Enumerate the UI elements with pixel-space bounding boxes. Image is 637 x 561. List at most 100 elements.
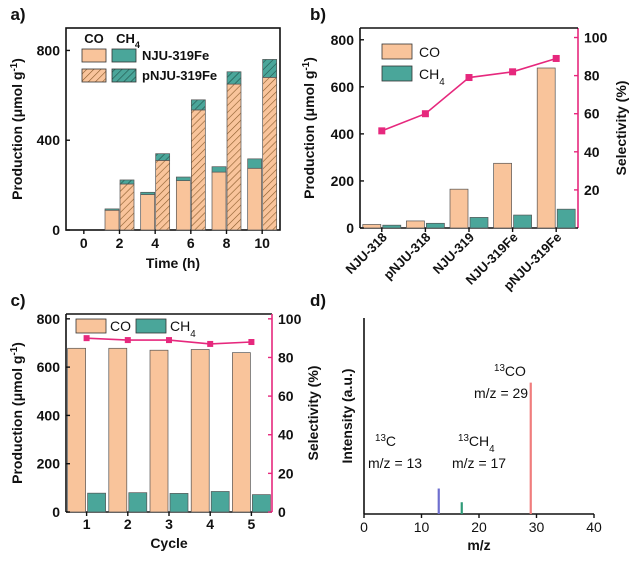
panel-a-bar-ch4-pnju319fe	[155, 153, 171, 161]
panel-d-peak-label-bottom: m/z = 29	[474, 385, 528, 401]
panel-c-y2tick-label: 100	[278, 311, 302, 327]
panel-b-legend-label-co: CO	[419, 44, 440, 60]
panel-b-selectivity-point	[465, 74, 473, 82]
panel-c-xtick-label: 5	[248, 516, 256, 532]
panel-c-ytick-label: 400	[37, 407, 61, 423]
panel-b-bar-ch4	[382, 224, 402, 229]
panel-d-ylabel: Intensity (a.u.)	[339, 369, 355, 464]
panel-a-bar-co-nju319fe	[104, 209, 120, 231]
panel-a-xtick-label: 4	[151, 235, 159, 251]
panel-c-xtick-label: 1	[83, 516, 91, 532]
panel-c-ytick-label: 600	[37, 359, 61, 375]
panel-a-ylabel: Production (μmol g-1)	[9, 58, 26, 200]
panel-b-legend-swatch-ch4	[381, 65, 413, 82]
panel-c-y2tick-label: 80	[278, 349, 294, 365]
panel-d-label: d)	[310, 291, 326, 310]
panel-c-bar-co	[108, 347, 128, 513]
panel-a-bar-ch4-pnju319fe	[190, 99, 206, 111]
panel-b-bar-ch4	[513, 214, 532, 229]
panel-b-bar-co	[536, 67, 556, 229]
panel-b-bar-ch4	[556, 208, 576, 229]
panel-c-bar-ch4	[252, 494, 271, 513]
panel-b-bar-ch4	[426, 222, 445, 229]
panel-a-bar-co-pnju319fe	[155, 160, 171, 231]
panel-b-label: b)	[310, 5, 326, 24]
panel-c-selectivity-point	[83, 335, 90, 342]
panel-d-xtick-label: 10	[414, 519, 430, 535]
panel-b-ytick-label: 400	[331, 126, 355, 142]
panel-c-xtick-label: 2	[124, 516, 132, 532]
panel-c-y2tick-label: 40	[278, 427, 294, 443]
panel-a-bar-co-nju319fe	[140, 194, 156, 231]
panel-b-selectivity-point	[509, 68, 517, 76]
panel-a-legend-label: NJU-319Fe	[142, 48, 209, 63]
panel-a-xtick-label: 2	[116, 235, 124, 251]
panel-a-legend-swatch-ch4-hatched	[111, 68, 137, 83]
panel-d-xtick-label: 30	[529, 519, 545, 535]
panel-b-y2tick-label: 40	[584, 144, 600, 160]
panel-b-legend-swatch-co	[381, 43, 413, 60]
panel-b-bar-ch4	[469, 217, 489, 229]
panel-a-legend-swatch-ch4	[111, 48, 137, 63]
panel-a-axes-frame	[65, 27, 281, 231]
panel-a-bar-ch4-pnju319fe	[262, 59, 278, 78]
panel-a-legend-header-ch4: CH4	[116, 31, 141, 50]
panel-a-ytick-label: 400	[37, 132, 61, 148]
panel-a-bar-ch4-nju319fe	[211, 166, 227, 173]
panel-d-peak-label-bottom: m/z = 17	[452, 455, 506, 471]
panel-a-xtick-label: 8	[223, 235, 231, 251]
panel-a-xlabel: Time (h)	[146, 255, 200, 271]
panel-a-bar-co-nju319fe	[247, 167, 263, 231]
panel-b-bar-co	[362, 224, 382, 229]
panel-c-ylabel: Production (μmol g-1)	[9, 342, 26, 484]
panel-a-legend-label: pNJU-319Fe	[142, 68, 217, 83]
panel-c-y2tick-label: 60	[278, 388, 294, 404]
panel-b-selectivity-point	[421, 110, 429, 118]
panel-c-ytick-label: 800	[37, 311, 61, 327]
panel-b-selectivity-point	[378, 127, 386, 135]
panel-c-y2label: Selectivity (%)	[305, 366, 321, 461]
panel-d-xtick-label: 0	[360, 519, 368, 535]
panel-b-ytick-label: 200	[331, 173, 355, 189]
panel-c-y2tick-label: 0	[278, 504, 286, 520]
panel-a-legend-swatch-co-hatched	[81, 68, 107, 83]
panel-c-legend-label-co: CO	[110, 318, 131, 334]
panel-c-bar-ch4	[210, 491, 230, 513]
panel-b-bar-co	[493, 162, 512, 229]
panel-d-peak-label-top: 13CH4	[458, 433, 495, 455]
panel-a-bar-co-nju319fe	[175, 180, 191, 231]
panel-d-xlabel: m/z	[467, 537, 490, 553]
panel-a-bar-co-pnju319fe	[262, 77, 278, 231]
panel-a-legend-header-co: CO	[84, 31, 104, 46]
panel-c-xtick-label: 4	[206, 516, 214, 532]
panel-a-bar-ch4-pnju319fe	[226, 71, 242, 85]
panel-a-bar-ch4-nju319fe	[140, 191, 156, 195]
panel-c-ytick-label: 200	[37, 456, 61, 472]
panel-b-y2tick-label: 100	[584, 30, 608, 46]
panel-c-selectivity-point	[166, 337, 172, 344]
panel-c-xtick-label: 3	[165, 516, 173, 532]
panel-a-bar-co-pnju319fe	[119, 183, 135, 231]
panel-a-xtick-label: 0	[80, 235, 88, 251]
panel-b-y2tick-label: 80	[584, 68, 600, 84]
panel-a-bar-co-pnju319fe	[226, 83, 242, 231]
panel-c-legend-swatch-ch4	[135, 318, 167, 334]
panel-a-xtick-label: 10	[254, 235, 270, 251]
panel-c-bar-ch4	[128, 492, 148, 513]
panel-a-bar-co-nju319fe	[211, 171, 227, 231]
panel-c-bar-co	[67, 347, 86, 513]
panel-c-bar-ch4	[87, 492, 106, 513]
panel-c-xlabel: Cycle	[150, 535, 188, 551]
panel-b-legend-label-ch4: CH4	[419, 66, 445, 88]
panel-a-bar-ch4-pnju319fe	[119, 179, 135, 185]
panel-c-legend-swatch-co	[75, 318, 107, 334]
panel-b-bar-co	[406, 220, 425, 229]
panel-c-bar-co	[232, 352, 251, 513]
panel-d-peak-label-bottom: m/z = 13	[368, 455, 422, 471]
panel-d-xtick-label: 20	[471, 519, 487, 535]
panel-a-ytick-label: 800	[37, 42, 61, 58]
panel-a-bar-co-pnju319fe	[190, 109, 206, 231]
panel-d-peak-label-top: 13CO	[494, 363, 526, 380]
panel-b-selectivity-point	[552, 54, 560, 62]
panel-c-bar-co	[190, 349, 210, 513]
